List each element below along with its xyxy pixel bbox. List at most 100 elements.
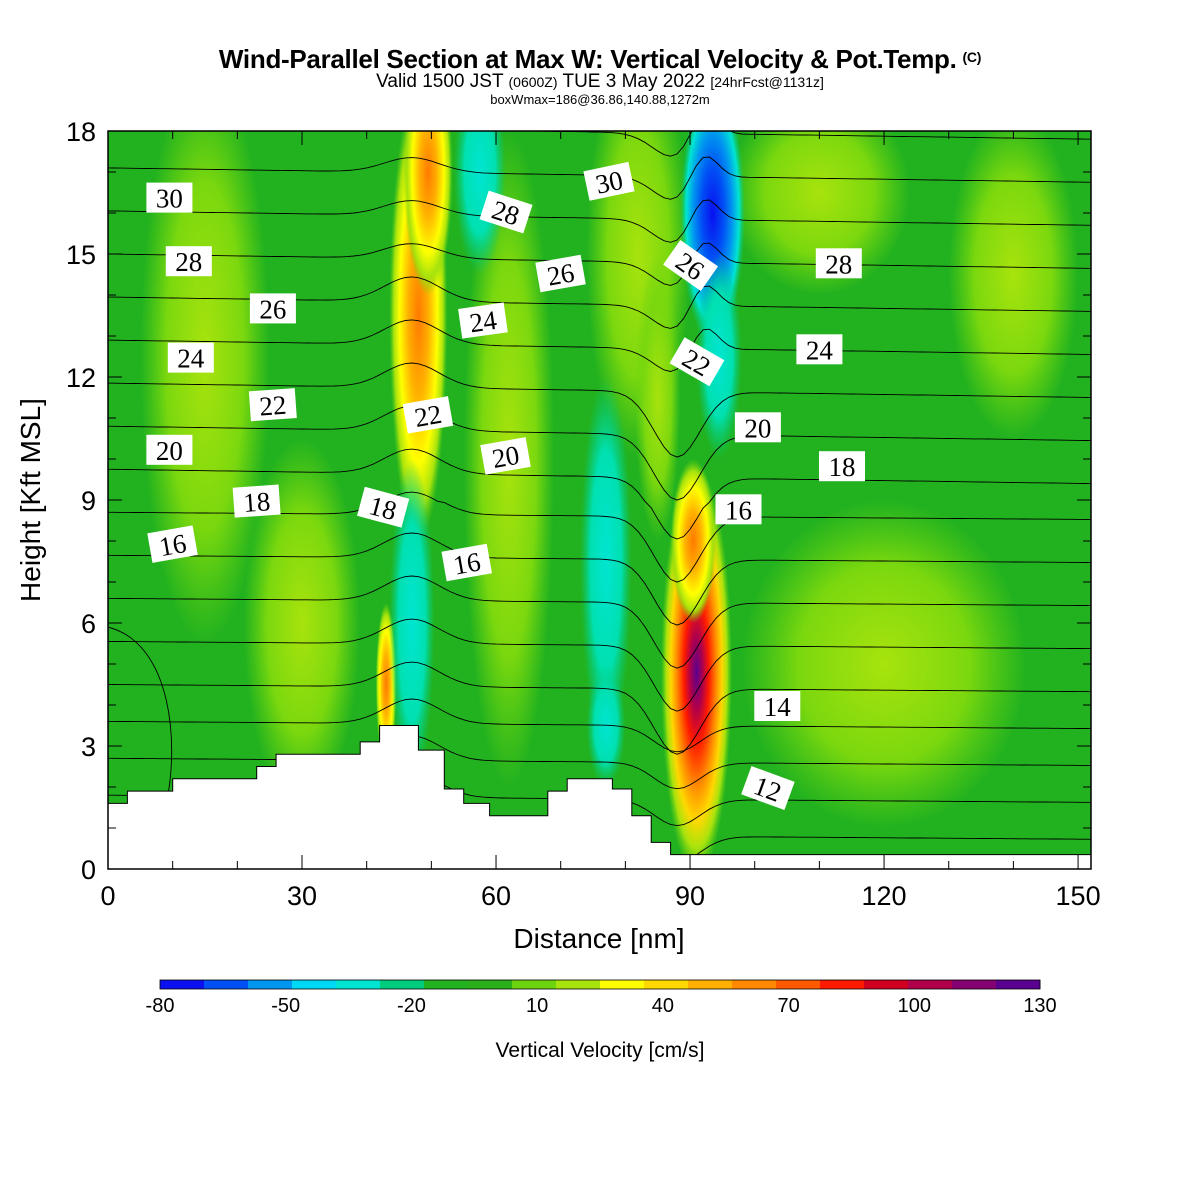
velocity-region — [580, 377, 632, 746]
pot-temp-label: 20 — [480, 437, 531, 475]
pot-temp-label: 22 — [402, 396, 454, 434]
label-box — [167, 342, 214, 373]
chart-title-text: Wind-Parallel Section at Max W: Vertical… — [218, 44, 957, 74]
label-box — [663, 240, 719, 291]
colorbar-frame — [159, 979, 1041, 990]
label-box — [458, 302, 508, 339]
velocity-region — [948, 131, 1079, 439]
label-text: 22 — [412, 399, 444, 433]
label-box — [583, 161, 635, 201]
colorbar-swatch — [776, 980, 821, 989]
box-info: boxWmax=186@36.86,140.88,1272m — [490, 92, 710, 107]
x-tick-label: 120 — [862, 881, 907, 911]
valid-time: Valid 1500 JST — [376, 71, 504, 92]
theta-contour — [108, 111, 1091, 114]
y-tick-label: 12 — [66, 363, 96, 393]
theta-contour — [108, 199, 1091, 243]
pot-temp-label: 16 — [715, 494, 762, 525]
label-box — [232, 484, 281, 518]
colorbar-swatch — [204, 980, 249, 989]
label-text: 20 — [490, 440, 522, 474]
colorbar-tick-label: 40 — [652, 995, 674, 1017]
theta-contour — [108, 735, 1091, 790]
velocity-region — [243, 438, 361, 808]
colorbar-swatch — [468, 980, 513, 989]
theta-contour — [108, 698, 1091, 753]
pot-temp-label: 20 — [734, 412, 781, 443]
label-text: 14 — [764, 692, 792, 722]
colorbar-swatch — [820, 980, 865, 989]
label-box — [796, 334, 843, 365]
label-box — [819, 451, 865, 482]
chart-subtitle: Valid 1500 JST (0600Z) TUE 3 May 2022 [2… — [0, 72, 1200, 92]
y-tick-label: 0 — [81, 855, 96, 885]
copyright-mark: (C) — [962, 49, 982, 65]
label-box — [146, 434, 193, 465]
pot-temp-labels: 3028262422201816302826242220181626222824… — [146, 161, 865, 811]
colorbar-tick-label: -50 — [271, 995, 300, 1017]
pot-temp-label: 26 — [535, 254, 586, 293]
pot-temp-label: 14 — [754, 691, 801, 722]
axis-ticks — [107, 130, 1091, 870]
pot-temp-label: 28 — [165, 246, 212, 277]
label-text: 20 — [744, 413, 771, 443]
y-tick-label: 18 — [66, 117, 96, 147]
label-box — [249, 293, 296, 324]
label-box — [741, 766, 795, 811]
y-axis-title: Height [Kft MSL] — [15, 398, 46, 602]
pot-temp-contours — [108, 111, 1091, 869]
pot-temp-label: 16 — [441, 543, 492, 582]
x-tick-label: 30 — [287, 881, 317, 911]
label-box — [754, 691, 801, 721]
y-tick-label: 9 — [81, 486, 96, 516]
theta-contour — [108, 532, 1091, 626]
chart-title: Wind-Parallel Section at Max W: Vertical… — [0, 44, 1200, 75]
colorbar-swatch — [380, 980, 425, 989]
theta-contour — [108, 362, 1091, 458]
label-text: 30 — [156, 184, 183, 214]
label-text: 24 — [177, 344, 205, 374]
pot-temp-label: 18 — [232, 484, 281, 518]
label-text: 28 — [825, 249, 852, 279]
colorbar-swatch — [160, 980, 205, 989]
velocity-region — [403, 131, 453, 295]
terrain-mask — [108, 725, 1091, 869]
pot-temp-label: 20 — [146, 434, 193, 466]
label-box — [146, 182, 193, 213]
valid-date: TUE 3 May 2022 — [562, 71, 706, 92]
velocity-region — [670, 459, 716, 623]
label-box — [815, 248, 862, 279]
velocity-region — [728, 131, 910, 295]
pot-temp-label: 26 — [249, 293, 296, 324]
colorbar-tick-label: -20 — [397, 995, 426, 1017]
pot-temp-label: 30 — [146, 182, 193, 214]
colorbar-tick-label: 10 — [526, 995, 548, 1017]
theta-contour — [108, 319, 1091, 372]
colorbar-title: Vertical Velocity [cm/s] — [496, 1039, 705, 1062]
pot-temp-label: 24 — [458, 302, 508, 339]
forecast-info: [24hrFcst@1131z] — [710, 74, 824, 90]
colorbar-tick-label: 70 — [777, 995, 799, 1017]
colorbar — [159, 979, 1041, 990]
colorbar-swatch — [952, 980, 997, 989]
colorbar-swatch — [908, 980, 953, 989]
colorbar-swatch — [732, 980, 777, 989]
axis-tick-labels: 0 30 60 90 120 150 0 3 6 9 12 15 18 — [66, 117, 1101, 911]
x-tick-label: 0 — [100, 881, 115, 911]
label-box — [248, 388, 297, 422]
pot-temp-label: 18 — [819, 451, 865, 482]
y-tick-label: 6 — [81, 609, 96, 639]
velocity-region — [696, 254, 742, 459]
y-tick-label: 15 — [66, 240, 96, 270]
velocity-region — [635, 254, 681, 541]
label-text: 28 — [175, 247, 202, 277]
colorbar-swatch — [688, 980, 733, 989]
colorbar-swatch — [512, 980, 557, 989]
label-box — [535, 254, 586, 293]
label-text: 18 — [829, 452, 856, 482]
label-box — [441, 543, 492, 582]
colorbar-tick-label: -80 — [146, 995, 175, 1017]
colorbar-swatch — [644, 980, 689, 989]
label-text: 18 — [242, 486, 271, 518]
label-text: 26 — [545, 257, 577, 291]
